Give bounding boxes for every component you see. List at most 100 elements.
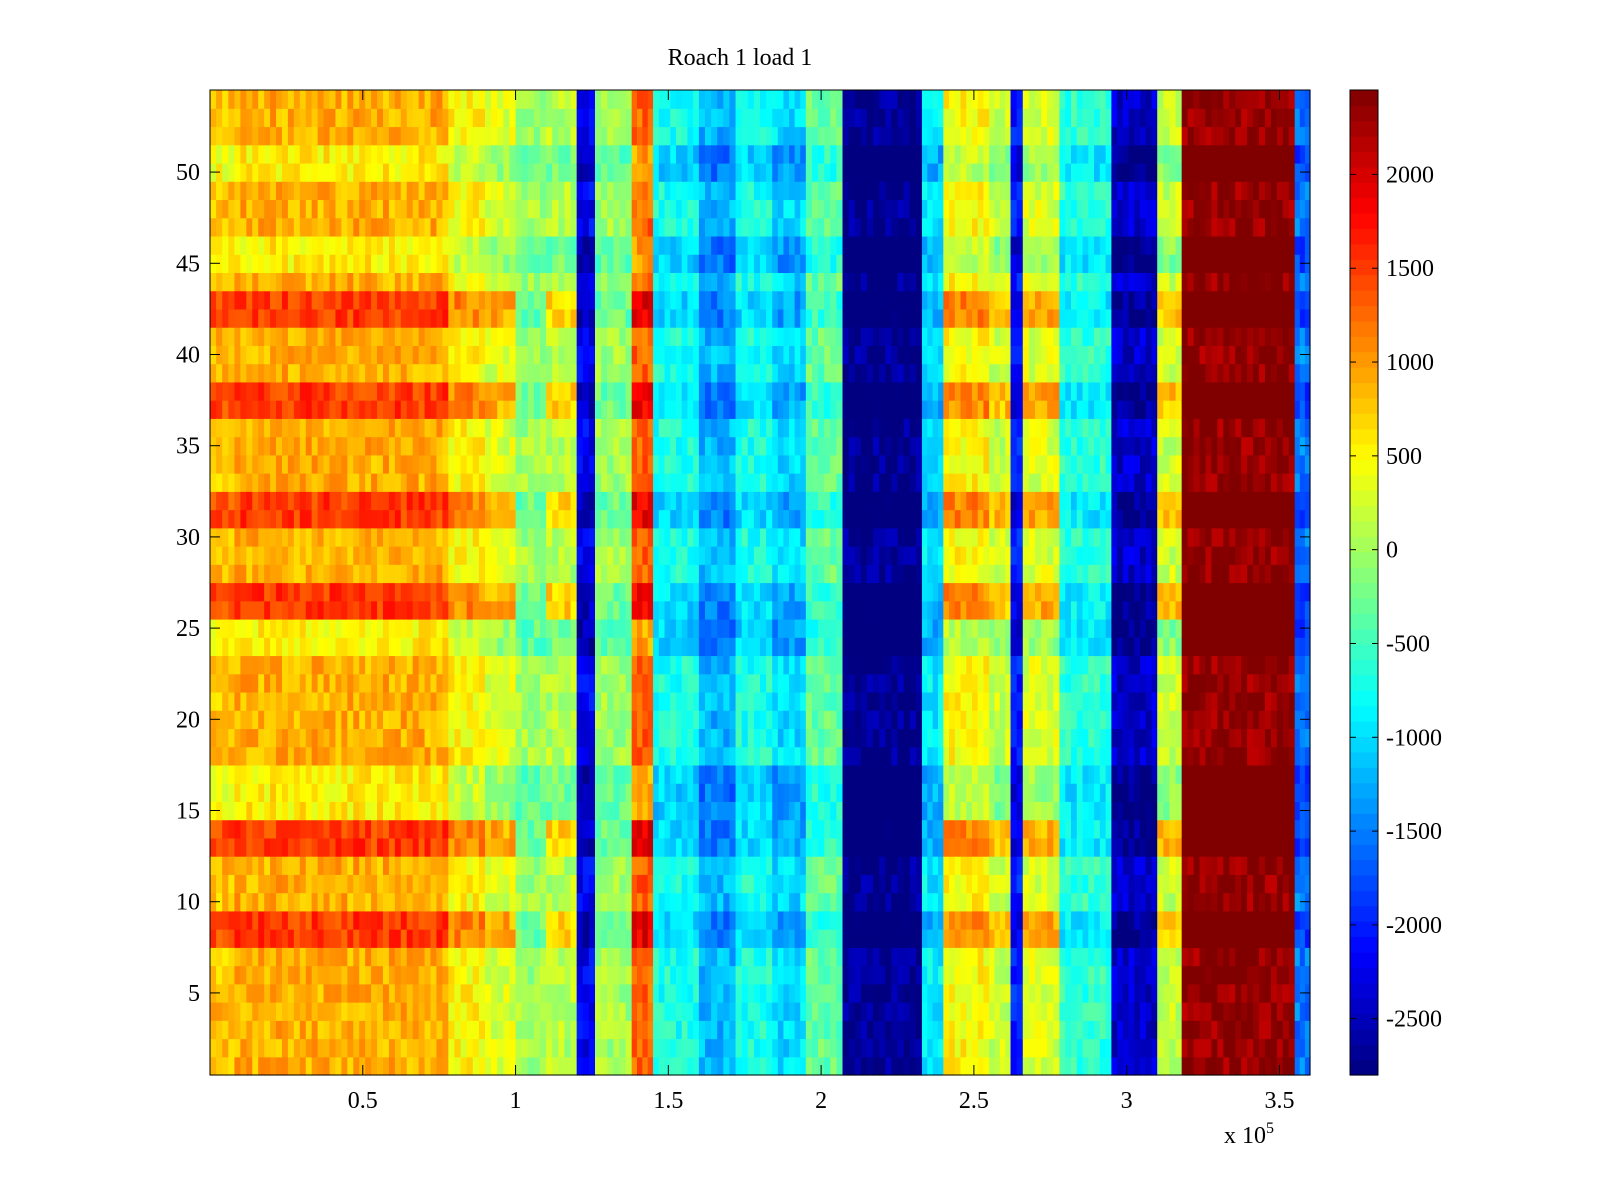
heatmap-cell [637,728,643,748]
heatmap-cell [478,564,486,584]
heatmap-cell [687,874,694,894]
heatmap-cell [264,418,271,438]
heatmap-cell [637,801,643,821]
heatmap-cell [323,637,331,657]
heatmap-cell [595,582,602,602]
heatmap-cell [735,1056,743,1076]
heatmap-cell [675,673,683,693]
heatmap-cell [388,254,396,274]
heatmap-cell [760,655,767,675]
heatmap-cell [341,473,348,492]
heatmap-cell [658,162,666,182]
heatmap-cell [681,491,689,511]
heatmap-cell [625,181,633,201]
heatmap-cell [747,1020,755,1040]
heatmap-cell [454,345,462,365]
heatmap-cell [631,254,638,274]
heatmap-cell [658,308,666,328]
heatmap-cell [371,400,378,419]
heatmap-cell [234,947,241,967]
heatmap-cell [299,454,307,474]
heatmap-cell [642,618,649,638]
heatmap-cell [305,764,313,784]
heatmap-cell [460,892,468,912]
heatmap-cell [747,363,755,383]
heatmap-cell [595,983,602,1003]
heatmap-cell [631,564,638,584]
heatmap-cell [299,1020,307,1040]
heatmap-cell [564,564,572,584]
heatmap-cell [521,1002,529,1021]
heatmap-cell [664,910,671,930]
heatmap-cell [647,473,654,492]
heatmap-cell [305,126,313,146]
heatmap-cell [400,418,408,438]
heatmap-cell [527,1002,535,1021]
heatmap-cell [576,1020,584,1040]
heatmap-cell [642,90,649,109]
heatmap-cell [252,673,259,693]
heatmap-cell [418,874,426,894]
heatmap-cell [717,582,724,602]
heatmap-cell [264,655,271,675]
heatmap-cell [658,746,666,766]
heatmap-cell [460,929,468,948]
heatmap-cell [466,582,474,602]
heatmap-cell [653,181,660,201]
heatmap-cell [546,327,553,346]
heatmap-cell [353,582,360,602]
heatmap-cell [747,582,755,602]
heatmap-cell [424,764,432,784]
heatmap-cell [533,892,541,912]
heatmap-cell [705,1020,712,1040]
heatmap-cell [252,600,259,620]
heatmap-cell [406,910,414,930]
heatmap-cell [252,254,259,274]
heatmap-cell [371,126,378,146]
heatmap-cell [329,308,337,328]
heatmap-cell [675,108,683,128]
heatmap-cell [515,454,523,474]
heatmap-cell [293,473,301,492]
heatmap-cell [412,874,420,894]
heatmap-cell [509,655,517,675]
heatmap-cell [406,454,414,474]
heatmap-cell [400,108,408,128]
heatmap-cell [705,108,712,128]
heatmap-cell [234,874,241,894]
heatmap-cell [347,217,354,237]
heatmap-cell [546,892,553,912]
heatmap-cell [454,655,462,675]
heatmap-cell [625,381,633,401]
heatmap-cell [305,1038,313,1058]
heatmap-cell [216,1038,223,1058]
heatmap-cell [287,1056,295,1076]
heatmap-cell [466,801,474,821]
heatmap-cell [228,345,236,365]
heatmap-cell [430,929,438,948]
heatmap-cell [341,162,348,182]
heatmap-cell [418,1020,426,1040]
heatmap-cell [448,345,456,365]
heatmap-cell [552,910,559,930]
heatmap-cell [552,837,559,857]
heatmap-cell [317,600,325,620]
heatmap-cell [658,400,666,419]
heatmap-cell [371,947,378,967]
heatmap-cell [400,473,408,492]
heatmap-cell [735,473,743,492]
heatmap-cell [400,217,408,237]
heatmap-cell [252,144,259,164]
heatmap-cell [653,910,660,930]
heatmap-cell [753,254,761,274]
heatmap-cell [359,892,366,912]
heatmap-cell [711,910,718,930]
heatmap-cell [472,381,480,401]
heatmap-cell [631,546,638,565]
heatmap-cell [270,308,277,328]
heatmap-cell [478,272,486,292]
heatmap-cell [711,181,718,201]
heatmap-cell [637,582,643,602]
heatmap-cell [647,1038,654,1058]
heatmap-cell [664,618,671,638]
